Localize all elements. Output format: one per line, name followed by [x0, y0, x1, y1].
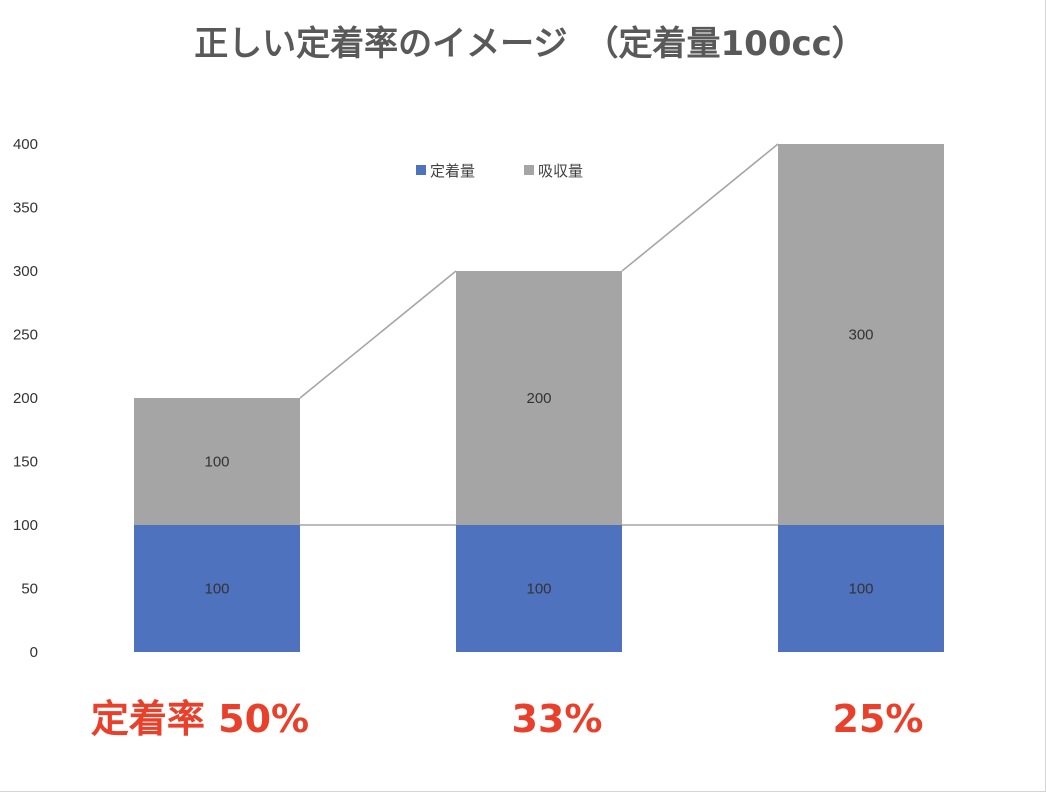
y-tick-label: 400	[13, 136, 38, 153]
rate-annotations: 定着率 50% 33% 25%	[91, 697, 924, 741]
data-label: 100	[204, 454, 229, 471]
series-lines	[299, 143, 779, 526]
bars	[134, 144, 944, 652]
data-label: 100	[848, 581, 873, 598]
data-labels: 100 100 100 100 200 300	[204, 327, 873, 598]
legend-label: 吸収量	[538, 162, 583, 180]
y-tick-label: 100	[13, 517, 38, 534]
rate-label: 定着率 50%	[91, 697, 309, 741]
y-tick-label: 250	[13, 327, 38, 344]
bar-segment-fixed	[778, 525, 944, 652]
series-line	[299, 270, 457, 399]
y-tick-label: 200	[13, 390, 38, 407]
data-label: 200	[526, 390, 551, 407]
rate-label: 33%	[512, 697, 603, 741]
bar-segment-absorbed	[456, 271, 622, 525]
bar-segment-absorbed	[134, 398, 300, 525]
y-tick-label: 150	[13, 454, 38, 471]
y-tick-label: 300	[13, 263, 38, 280]
rate-label: 25%	[833, 697, 924, 741]
bar-segment-fixed	[134, 525, 300, 652]
bar-segment-absorbed	[778, 144, 944, 525]
legend-swatch	[416, 165, 426, 175]
legend: 定着量 吸収量	[416, 162, 583, 180]
series-line	[621, 143, 779, 272]
y-axis: 0 50 100 150 200 250 300 350 400	[13, 136, 38, 661]
bar-segment-fixed	[456, 525, 622, 652]
y-tick-label: 0	[30, 644, 38, 661]
data-label: 100	[204, 581, 229, 598]
y-tick-label: 350	[13, 200, 38, 217]
data-label: 100	[526, 581, 551, 598]
legend-swatch	[524, 165, 534, 175]
data-label: 300	[848, 327, 873, 344]
chart-title: 正しい定着率のイメージ （定着量100cc）	[194, 24, 866, 64]
y-tick-label: 50	[21, 581, 38, 598]
legend-label: 定着量	[430, 162, 475, 180]
